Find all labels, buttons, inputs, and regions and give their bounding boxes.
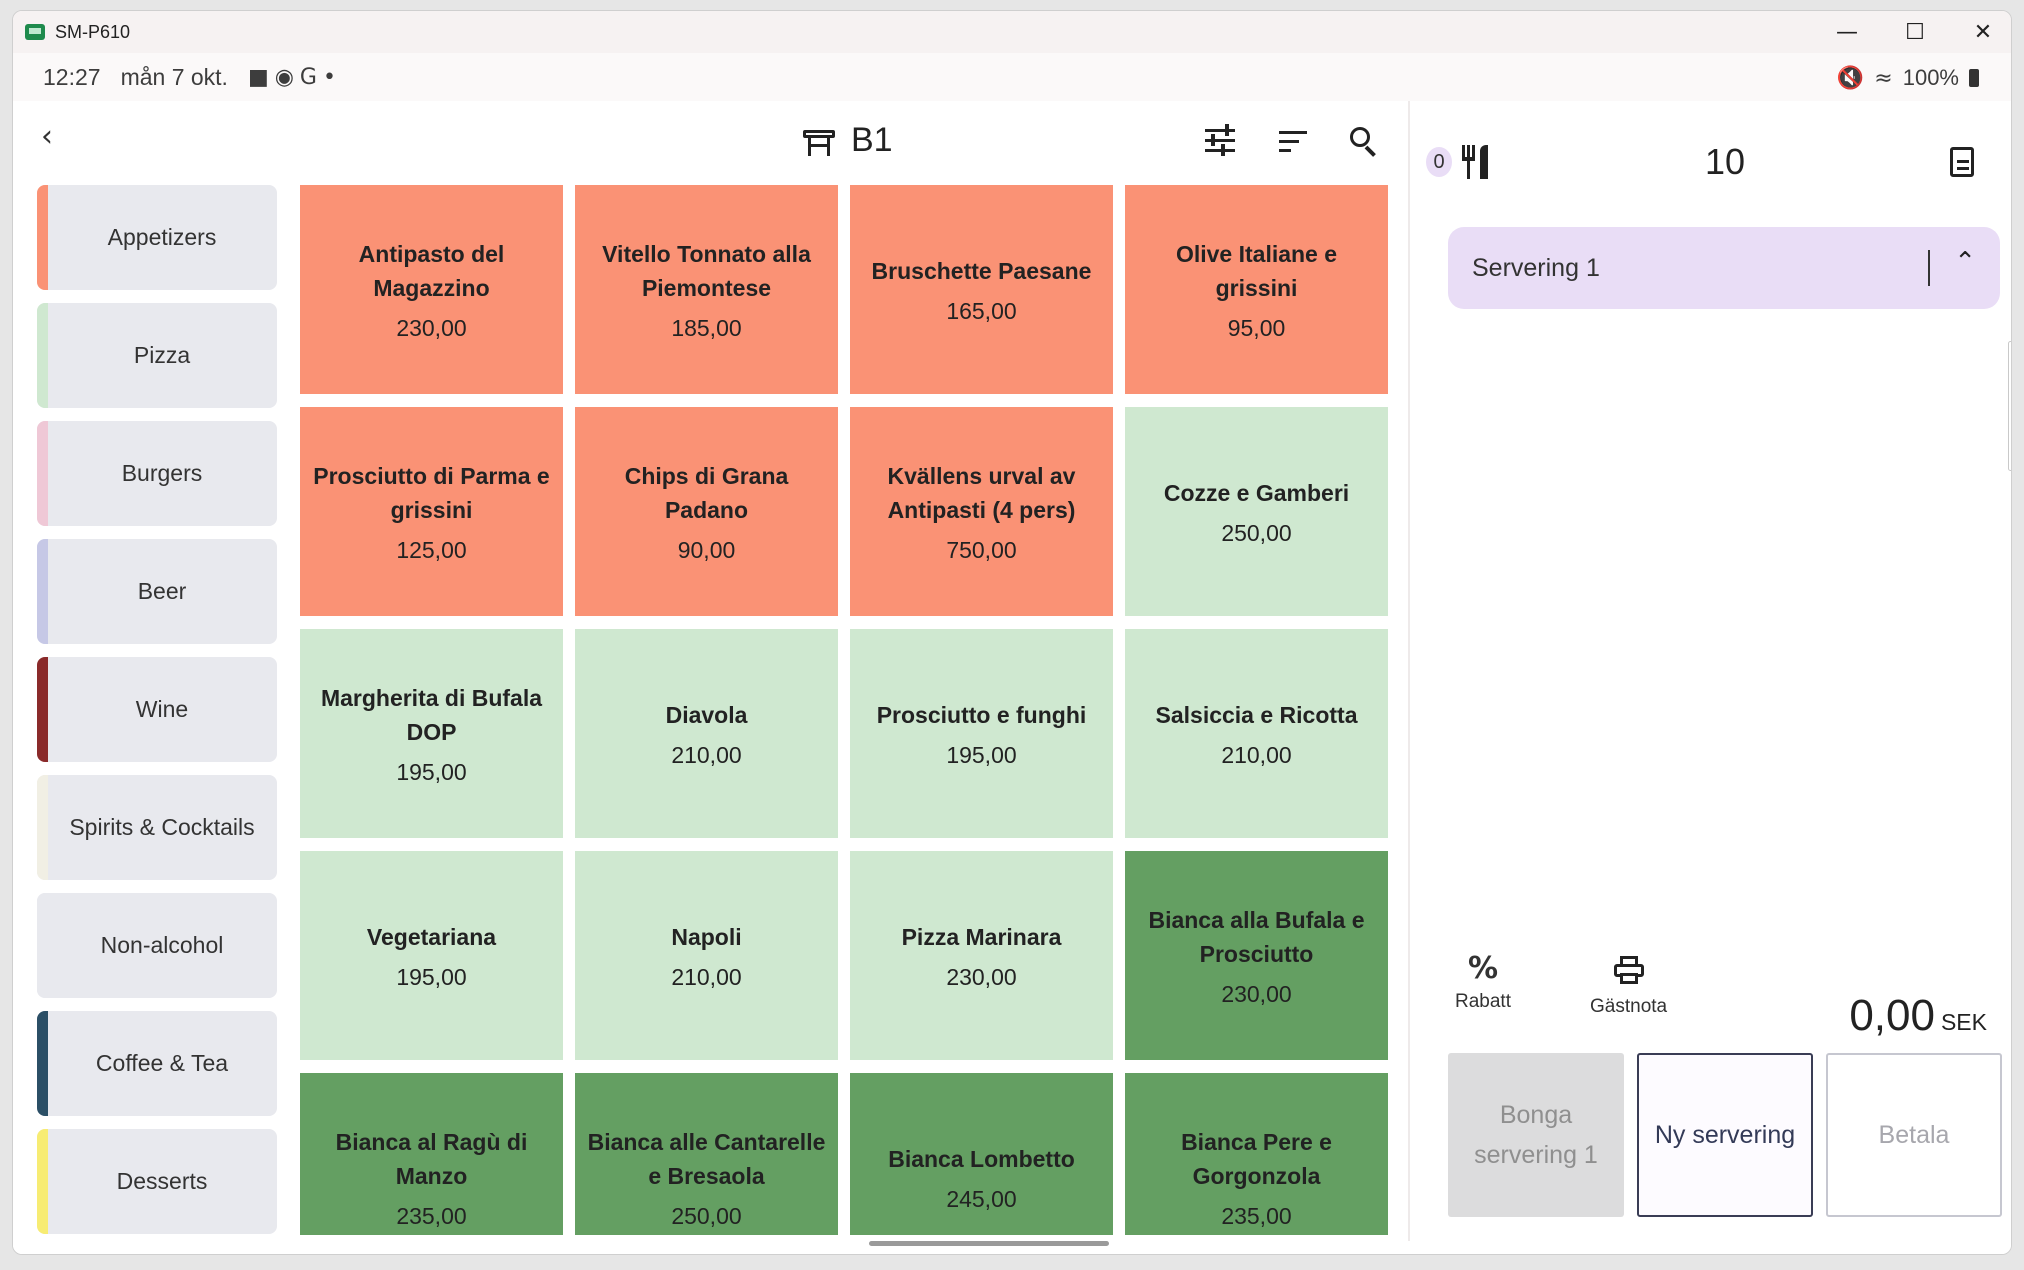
- category-wine[interactable]: Wine: [37, 657, 277, 762]
- category-color-stripe: [37, 185, 48, 290]
- document-icon[interactable]: [1950, 147, 1974, 177]
- order-pane: 0 10 Servering 1 ⌃ % Rabatt Gästnota 0,0…: [1410, 101, 2011, 1254]
- sort-icon[interactable]: [1275, 123, 1311, 159]
- category-pizza[interactable]: Pizza: [37, 303, 277, 408]
- product-tile[interactable]: Bianca Lombetto 245,00: [850, 1073, 1113, 1235]
- minimize-button[interactable]: —: [1836, 19, 1858, 45]
- product-tile[interactable]: Cozze e Gamberi 250,00: [1125, 407, 1388, 616]
- bonga-button[interactable]: Bonga servering 1: [1448, 1053, 1624, 1217]
- category-color-stripe: [37, 421, 48, 526]
- serving-label: Servering 1: [1472, 253, 1600, 282]
- product-tile[interactable]: Bianca alla Bufala e Prosciutto 230,00: [1125, 851, 1388, 1060]
- status-time: 12:27: [43, 63, 101, 90]
- notification-icons: ■◉G•: [247, 64, 342, 90]
- status-bar: 12:27 mån 7 okt. ■◉G• 🔇 ≈ 100%: [13, 53, 2011, 101]
- title-bar: SM-P610 — ☐ ✕: [13, 11, 2011, 53]
- table-header: B1: [803, 121, 893, 160]
- pay-button[interactable]: Betala: [1826, 1053, 2002, 1217]
- product-tile[interactable]: Prosciutto e funghi 195,00: [850, 629, 1113, 838]
- category-color-stripe: [37, 657, 48, 762]
- product-tile[interactable]: Napoli 210,00: [575, 851, 838, 1060]
- new-serving-button[interactable]: Ny servering: [1637, 1053, 1813, 1217]
- product-tile[interactable]: Diavola 210,00: [575, 629, 838, 838]
- guest-receipt-button[interactable]: Gästnota: [1590, 956, 1667, 1018]
- product-tile[interactable]: Bianca Pere e Gorgonzola 235,00: [1125, 1073, 1388, 1235]
- search-icon[interactable]: [1346, 123, 1382, 159]
- category-color-stripe: [37, 539, 48, 644]
- category-coffee-tea[interactable]: Coffee & Tea: [37, 1011, 277, 1116]
- total-currency: SEK: [1940, 1009, 1987, 1035]
- mute-icon: 🔇: [1836, 65, 1865, 91]
- percent-icon: %: [1467, 951, 1499, 986]
- app-window: SM-P610 — ☐ ✕ 12:27 mån 7 okt. ■◉G• 🔇 ≈ …: [12, 10, 2012, 1255]
- pane-divider: [1408, 101, 1410, 1241]
- chevron-up-icon[interactable]: ⌃: [1954, 247, 1976, 277]
- menu-pane: ‹ B1 Appetizers Pizza Burgers Beer Wine: [13, 101, 1413, 1254]
- product-tile[interactable]: Bianca alle Cantarelle e Bresaola 250,00: [575, 1073, 838, 1235]
- category-appetizers[interactable]: Appetizers: [37, 185, 277, 290]
- category-desserts[interactable]: Desserts: [37, 1129, 277, 1234]
- product-tile[interactable]: Prosciutto di Parma e grissini 125,00: [300, 407, 563, 616]
- battery-icon: [1969, 69, 1979, 87]
- back-button[interactable]: ‹: [41, 119, 53, 154]
- category-color-stripe: [37, 775, 48, 880]
- product-tile[interactable]: Margherita di Bufala DOP 195,00: [300, 629, 563, 838]
- category-list: Appetizers Pizza Burgers Beer Wine Spiri…: [37, 185, 279, 1247]
- category-color-stripe: [37, 1011, 48, 1116]
- category-color-stripe: [37, 1129, 48, 1234]
- status-right: 🔇 ≈ 100%: [1837, 65, 1979, 91]
- category-color-stripe: [37, 303, 48, 408]
- status-date: mån 7 okt.: [120, 63, 228, 90]
- text-caret: [1928, 250, 1930, 286]
- discount-label: Rabatt: [1455, 991, 1511, 1012]
- guest-receipt-label: Gästnota: [1590, 996, 1668, 1017]
- product-tile[interactable]: Olive Italiane e grissini 95,00: [1125, 185, 1388, 394]
- filter-icon[interactable]: [1203, 123, 1239, 159]
- guest-count-badge[interactable]: 0: [1426, 147, 1452, 177]
- battery-text: 100%: [1902, 65, 1959, 90]
- printer-icon: [1613, 956, 1644, 984]
- serving-header[interactable]: Servering 1 ⌃: [1448, 227, 2000, 309]
- category-color-stripe: [37, 893, 48, 998]
- category-spirits-cocktails[interactable]: Spirits & Cocktails: [37, 775, 277, 880]
- product-tile[interactable]: Chips di Grana Padano 90,00: [575, 407, 838, 616]
- wifi-icon: ≈: [1874, 65, 1893, 91]
- category-beer[interactable]: Beer: [37, 539, 277, 644]
- discount-button[interactable]: % Rabatt: [1455, 951, 1511, 1013]
- category-burgers[interactable]: Burgers: [37, 421, 277, 526]
- product-tile[interactable]: Antipasto del Magazzino 230,00: [300, 185, 563, 394]
- vertical-scrollbar[interactable]: [2008, 341, 2011, 471]
- table-icon: [803, 126, 835, 156]
- product-tile[interactable]: Vitello Tonnato alla Piemontese 185,00: [575, 185, 838, 394]
- window-title: SM-P610: [55, 21, 131, 42]
- close-window-button[interactable]: ✕: [1973, 19, 1993, 45]
- product-tile[interactable]: Salsiccia e Ricotta 210,00: [1125, 629, 1388, 838]
- product-tile[interactable]: Pizza Marinara 230,00: [850, 851, 1113, 1060]
- product-tile[interactable]: Bruschette Paesane 165,00: [850, 185, 1113, 394]
- order-total: 0,00 SEK: [1849, 991, 1987, 1041]
- horizontal-scroll-indicator[interactable]: [869, 1241, 1109, 1246]
- order-number: 10: [1705, 141, 1746, 182]
- cutlery-icon[interactable]: [1460, 145, 1490, 179]
- product-tile[interactable]: Vegetariana 195,00: [300, 851, 563, 1060]
- product-grid: Antipasto del Magazzino 230,00 Vitello To…: [300, 185, 1400, 1235]
- table-name: B1: [851, 121, 893, 159]
- maximize-button[interactable]: ☐: [1905, 19, 1925, 45]
- total-amount: 0,00: [1849, 991, 1935, 1040]
- category-non-alcohol[interactable]: Non-alcohol: [37, 893, 277, 998]
- product-tile[interactable]: Kvällens urval av Antipasti (4 pers) 750,…: [850, 407, 1113, 616]
- product-tile[interactable]: Bianca al Ragù di Manzo 235,00: [300, 1073, 563, 1235]
- app-icon: [25, 24, 45, 40]
